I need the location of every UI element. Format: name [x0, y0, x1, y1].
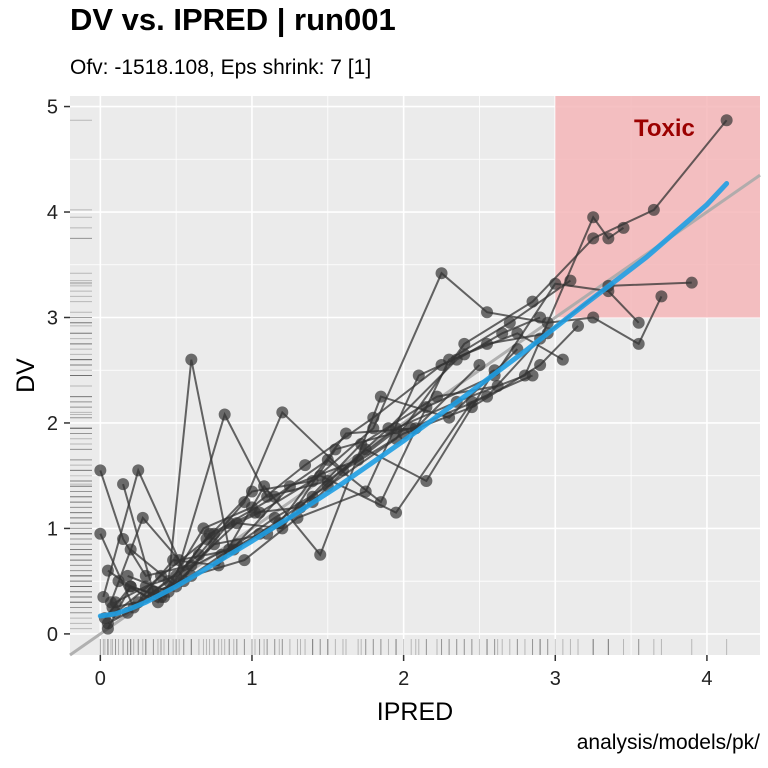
data-point — [238, 554, 251, 567]
data-point — [632, 316, 645, 329]
data-point — [435, 267, 448, 280]
data-point — [632, 337, 645, 350]
x-tick-label: 2 — [398, 668, 409, 690]
y-tick-label: 3 — [47, 307, 58, 329]
data-point — [412, 369, 425, 382]
data-point — [132, 464, 145, 477]
data-point — [564, 274, 577, 287]
data-point — [94, 464, 107, 477]
data-point — [340, 427, 352, 440]
data-point — [647, 203, 660, 216]
data-point — [572, 319, 585, 332]
data-point — [101, 564, 114, 577]
data-point — [268, 490, 281, 503]
y-tick-label: 5 — [47, 97, 58, 119]
data-point — [602, 232, 615, 245]
data-point — [534, 358, 547, 371]
data-point — [203, 527, 216, 540]
data-point — [245, 485, 258, 498]
data-point — [420, 474, 433, 487]
data-point — [587, 232, 600, 245]
data-point — [491, 380, 504, 393]
grid-major — [70, 96, 760, 655]
data-point — [124, 580, 137, 593]
data-point — [185, 353, 198, 366]
data-point — [617, 221, 630, 234]
data-point — [367, 411, 380, 424]
data-point — [374, 390, 387, 403]
smooth-trend-line — [97, 181, 730, 619]
x-tick-label: 1 — [246, 668, 257, 690]
data-point — [481, 306, 494, 319]
data-point — [503, 316, 516, 329]
chart-title: DV vs. IPRED | run001 — [70, 2, 396, 37]
data-point — [314, 548, 327, 561]
data-point — [218, 408, 231, 421]
subject-line — [114, 374, 533, 614]
data-point — [121, 569, 134, 582]
y-axis: 0 1 2 3 4 5 — [47, 97, 70, 646]
rug-x — [99, 639, 728, 655]
y-axis-label: DV — [12, 358, 40, 393]
chart-subtitle: Ofv: -1518.108, Eps shrink: 7 [1] — [70, 56, 372, 79]
data-point — [435, 358, 448, 371]
data-point — [299, 459, 312, 472]
data-point — [587, 311, 600, 324]
y-tick-label: 0 — [47, 624, 58, 646]
data-point — [208, 538, 221, 551]
data-point — [101, 622, 114, 635]
data-point — [655, 290, 668, 303]
data-point — [374, 496, 387, 509]
y-tick-label: 4 — [47, 202, 58, 224]
data-point — [258, 480, 271, 493]
x-tick-label: 4 — [701, 668, 712, 690]
data-point — [526, 369, 539, 382]
y-tick-label: 1 — [47, 518, 58, 540]
data-point — [173, 554, 186, 567]
toxic-label: Toxic — [634, 115, 695, 142]
data-point — [390, 506, 403, 519]
data-point — [443, 411, 456, 424]
data-point — [136, 511, 149, 524]
data-point — [94, 527, 107, 540]
caption: analysis/models/pk/ — [576, 731, 760, 754]
data-point — [276, 406, 289, 419]
data-point — [430, 390, 443, 403]
data-point — [359, 443, 372, 456]
data-point — [587, 211, 600, 224]
data-point — [249, 506, 262, 519]
x-tick-label: 3 — [550, 668, 561, 690]
data-point — [685, 276, 698, 289]
data-point — [473, 358, 486, 371]
subject-series — [94, 114, 733, 635]
data-point — [541, 316, 554, 329]
x-tick-label: 0 — [95, 668, 106, 690]
data-point — [720, 114, 733, 127]
x-axis: 0 1 2 3 4 — [95, 655, 712, 690]
data-point — [549, 277, 562, 290]
subject-group — [97, 277, 645, 603]
rug-y — [70, 119, 92, 630]
y-tick-label: 2 — [47, 413, 58, 435]
data-point — [314, 469, 327, 482]
data-point — [117, 478, 130, 491]
x-axis-label: IPRED — [377, 698, 453, 726]
data-point — [556, 353, 569, 366]
data-point — [481, 337, 494, 350]
data-point — [458, 337, 471, 350]
data-point — [104, 596, 117, 609]
data-point — [511, 327, 524, 340]
